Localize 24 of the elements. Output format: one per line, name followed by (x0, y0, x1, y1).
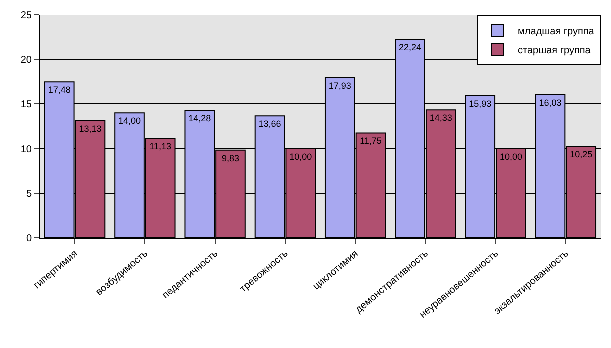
data-label: 11,13 (150, 142, 172, 152)
y-tick-label: 15 (20, 100, 32, 111)
y-tick-label: 5 (26, 188, 32, 200)
data-label: 15,93 (469, 98, 492, 109)
y-tick-label: 20 (20, 55, 32, 66)
data-label: 13,13 (79, 124, 102, 134)
y-tick-label: 0 (26, 234, 32, 244)
data-label: 16,03 (539, 98, 562, 108)
y-tick-label: 25 (20, 10, 32, 22)
data-label: 17,93 (328, 81, 352, 92)
legend-label: старшая группа (518, 45, 592, 56)
data-label: 9,83 (222, 153, 240, 164)
data-label: 14,33 (430, 113, 452, 124)
data-label: 10,25 (570, 150, 593, 160)
data-label: 22,24 (398, 42, 422, 53)
y-tick-label: 10 (20, 144, 32, 156)
data-label: 10,00 (290, 152, 312, 162)
data-label: 13,66 (258, 119, 282, 130)
data-label: 11,75 (360, 136, 382, 146)
data-label: 17,48 (48, 85, 71, 96)
data-label: 14,00 (118, 116, 142, 126)
data-label: 14,28 (188, 114, 212, 124)
data-label: 10,00 (500, 152, 523, 162)
legend-label: младшая группа (518, 26, 595, 38)
